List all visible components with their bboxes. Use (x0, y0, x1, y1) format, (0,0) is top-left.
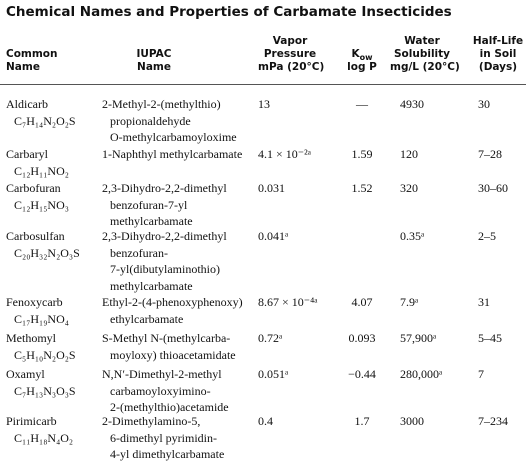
iupac-cell: 2-Methyl-2-(methylthio) (102, 97, 221, 111)
vapor-pressure-cell: 0.051ᵃ (258, 367, 289, 381)
log-p-cell: 1.52 (351, 181, 373, 195)
header-rule (0, 84, 526, 85)
vapor-pressure-cell: 0.72ᵃ (258, 331, 283, 345)
iupac-cell: moyloxy) thioacetamidate (110, 347, 236, 362)
vapor-pressure-cell: 0.031 (258, 181, 285, 195)
iupac-cell: carbamoyloxyimino- (110, 383, 211, 398)
common-cell: C₇H₁₄N₂O₂S (14, 113, 76, 128)
iupac-cell: 2,3-Dihydro-2,2-dimethyl (102, 229, 227, 243)
half-life-cell: 7–28 (478, 147, 502, 161)
solubility-cell: 320 (400, 181, 418, 195)
solubility-cell: 120 (400, 147, 418, 161)
iupac-cell: methylcarbamate (110, 214, 193, 228)
common-cell: Aldicarb (6, 97, 48, 111)
iupac-cell: O-methylcarbamoyloxime (110, 130, 237, 144)
common-cell: C₁₂H₁₅NO₃ (14, 197, 69, 212)
vapor-pressure-cell: 8.67 × 10⁻⁴ᵃ (258, 295, 318, 309)
iupac-cell: benzofuran- (110, 245, 168, 260)
iupac-cell: 2,3-Dihydro-2,2-dimethyl (102, 181, 227, 195)
header-cell: IUPAC (136, 48, 172, 60)
half-life-cell: 5–45 (478, 331, 502, 345)
half-life-cell: 30 (478, 97, 490, 111)
log-p-cell: 0.093 (348, 331, 376, 345)
header-cell: Kow (340, 47, 384, 65)
half-life-cell: 31 (478, 295, 490, 309)
iupac-cell: methylcarbamate (110, 278, 193, 293)
half-life-cell: 30–60 (478, 181, 508, 195)
log-p-cell: 1.59 (351, 147, 373, 161)
iupac-cell: S-Methyl N-(methylcarba- (102, 331, 231, 345)
iupac-cell: 4-yl dimethylcarbamate (110, 447, 225, 461)
log-p-cell: 1.7 (354, 414, 370, 428)
iupac-cell: ethylcarbamate (110, 311, 184, 326)
common-cell: Carbofuran (6, 181, 61, 195)
header-cell: mPa (20°C) (258, 61, 325, 73)
log-p-cell: −0.44 (348, 367, 376, 381)
common-cell: Carbaryl (6, 147, 48, 161)
common-cell: Pirimicarb (6, 414, 57, 428)
iupac-cell: 2-(methylthio)acetamide (110, 400, 229, 414)
iupac-cell: propionaldehyde (110, 113, 191, 128)
common-cell: Methomyl (6, 331, 56, 345)
iupac-cell: N,N′-Dimethyl-2-methyl (102, 367, 222, 381)
iupac-cell: 7-yl(dibutylaminothio) (110, 262, 220, 276)
solubility-cell: 57,900ᵃ (400, 331, 437, 345)
log-p-cell: — (356, 97, 368, 111)
vapor-pressure-cell: 4.1 × 10⁻²ᵃ (258, 147, 311, 161)
iupac-cell: 2-Dimethylamino-5, (102, 414, 201, 428)
header-cell: Half-Life (472, 35, 524, 47)
header-subscript: ow (359, 53, 373, 63)
solubility-cell: 0.35ᵃ (400, 229, 425, 243)
header-cell: Vapor (272, 35, 308, 47)
header-cell: Solubility (393, 48, 451, 60)
common-cell: C₇H₁₃N₃O₃S (14, 383, 76, 398)
common-cell: C₁₇H₁₉NO₄ (14, 311, 69, 326)
header-cell: Water (404, 35, 440, 47)
header-cell: Common (6, 48, 58, 60)
vapor-pressure-cell: 0.041ᵃ (258, 229, 289, 243)
common-cell: Fenoxycarb (6, 295, 63, 309)
solubility-cell: 3000 (400, 414, 424, 428)
header-cell: Pressure (263, 48, 317, 60)
solubility-cell: 4930 (400, 97, 424, 111)
iupac-cell: Ethyl-2-(4-phenoxyphenoxy) (102, 295, 243, 309)
common-cell: C₁₁H₁₈N₄O₂ (14, 430, 74, 445)
iupac-cell: 1-Naphthyl methylcarbamate (102, 147, 243, 161)
common-cell: Oxamyl (6, 367, 45, 381)
common-cell: C₅H₁₀N₂O₂S (14, 347, 76, 362)
header-cell: Name (6, 61, 40, 73)
iupac-cell: 6-dimethyl pyrimidin- (110, 430, 217, 445)
header-cell: mg/L (20°C) (390, 61, 460, 73)
vapor-pressure-cell: 13 (258, 97, 270, 111)
header-cell: Name (137, 61, 171, 73)
solubility-cell: 7.9ᵃ (400, 295, 419, 309)
header-cell: log P (347, 61, 377, 73)
common-cell: Carbosulfan (6, 229, 65, 243)
half-life-cell: 7–234 (478, 414, 508, 428)
common-cell: C₂₀H₃₂N₂O₃S (14, 245, 80, 260)
log-p-cell: 4.07 (351, 295, 373, 309)
table-title: Chemical Names and Properties of Carbama… (6, 4, 452, 20)
header-cell: (Days) (478, 61, 518, 73)
header-cell: in Soil (479, 48, 517, 60)
iupac-cell: benzofuran-7-yl (110, 197, 188, 212)
half-life-cell: 2–5 (478, 229, 496, 243)
solubility-cell: 280,000ᵃ (400, 367, 443, 381)
common-cell: C₁₂H₁₁NO₂ (14, 163, 69, 178)
vapor-pressure-cell: 0.4 (258, 414, 273, 428)
header-text: K (351, 48, 360, 60)
half-life-cell: 7 (478, 367, 484, 381)
